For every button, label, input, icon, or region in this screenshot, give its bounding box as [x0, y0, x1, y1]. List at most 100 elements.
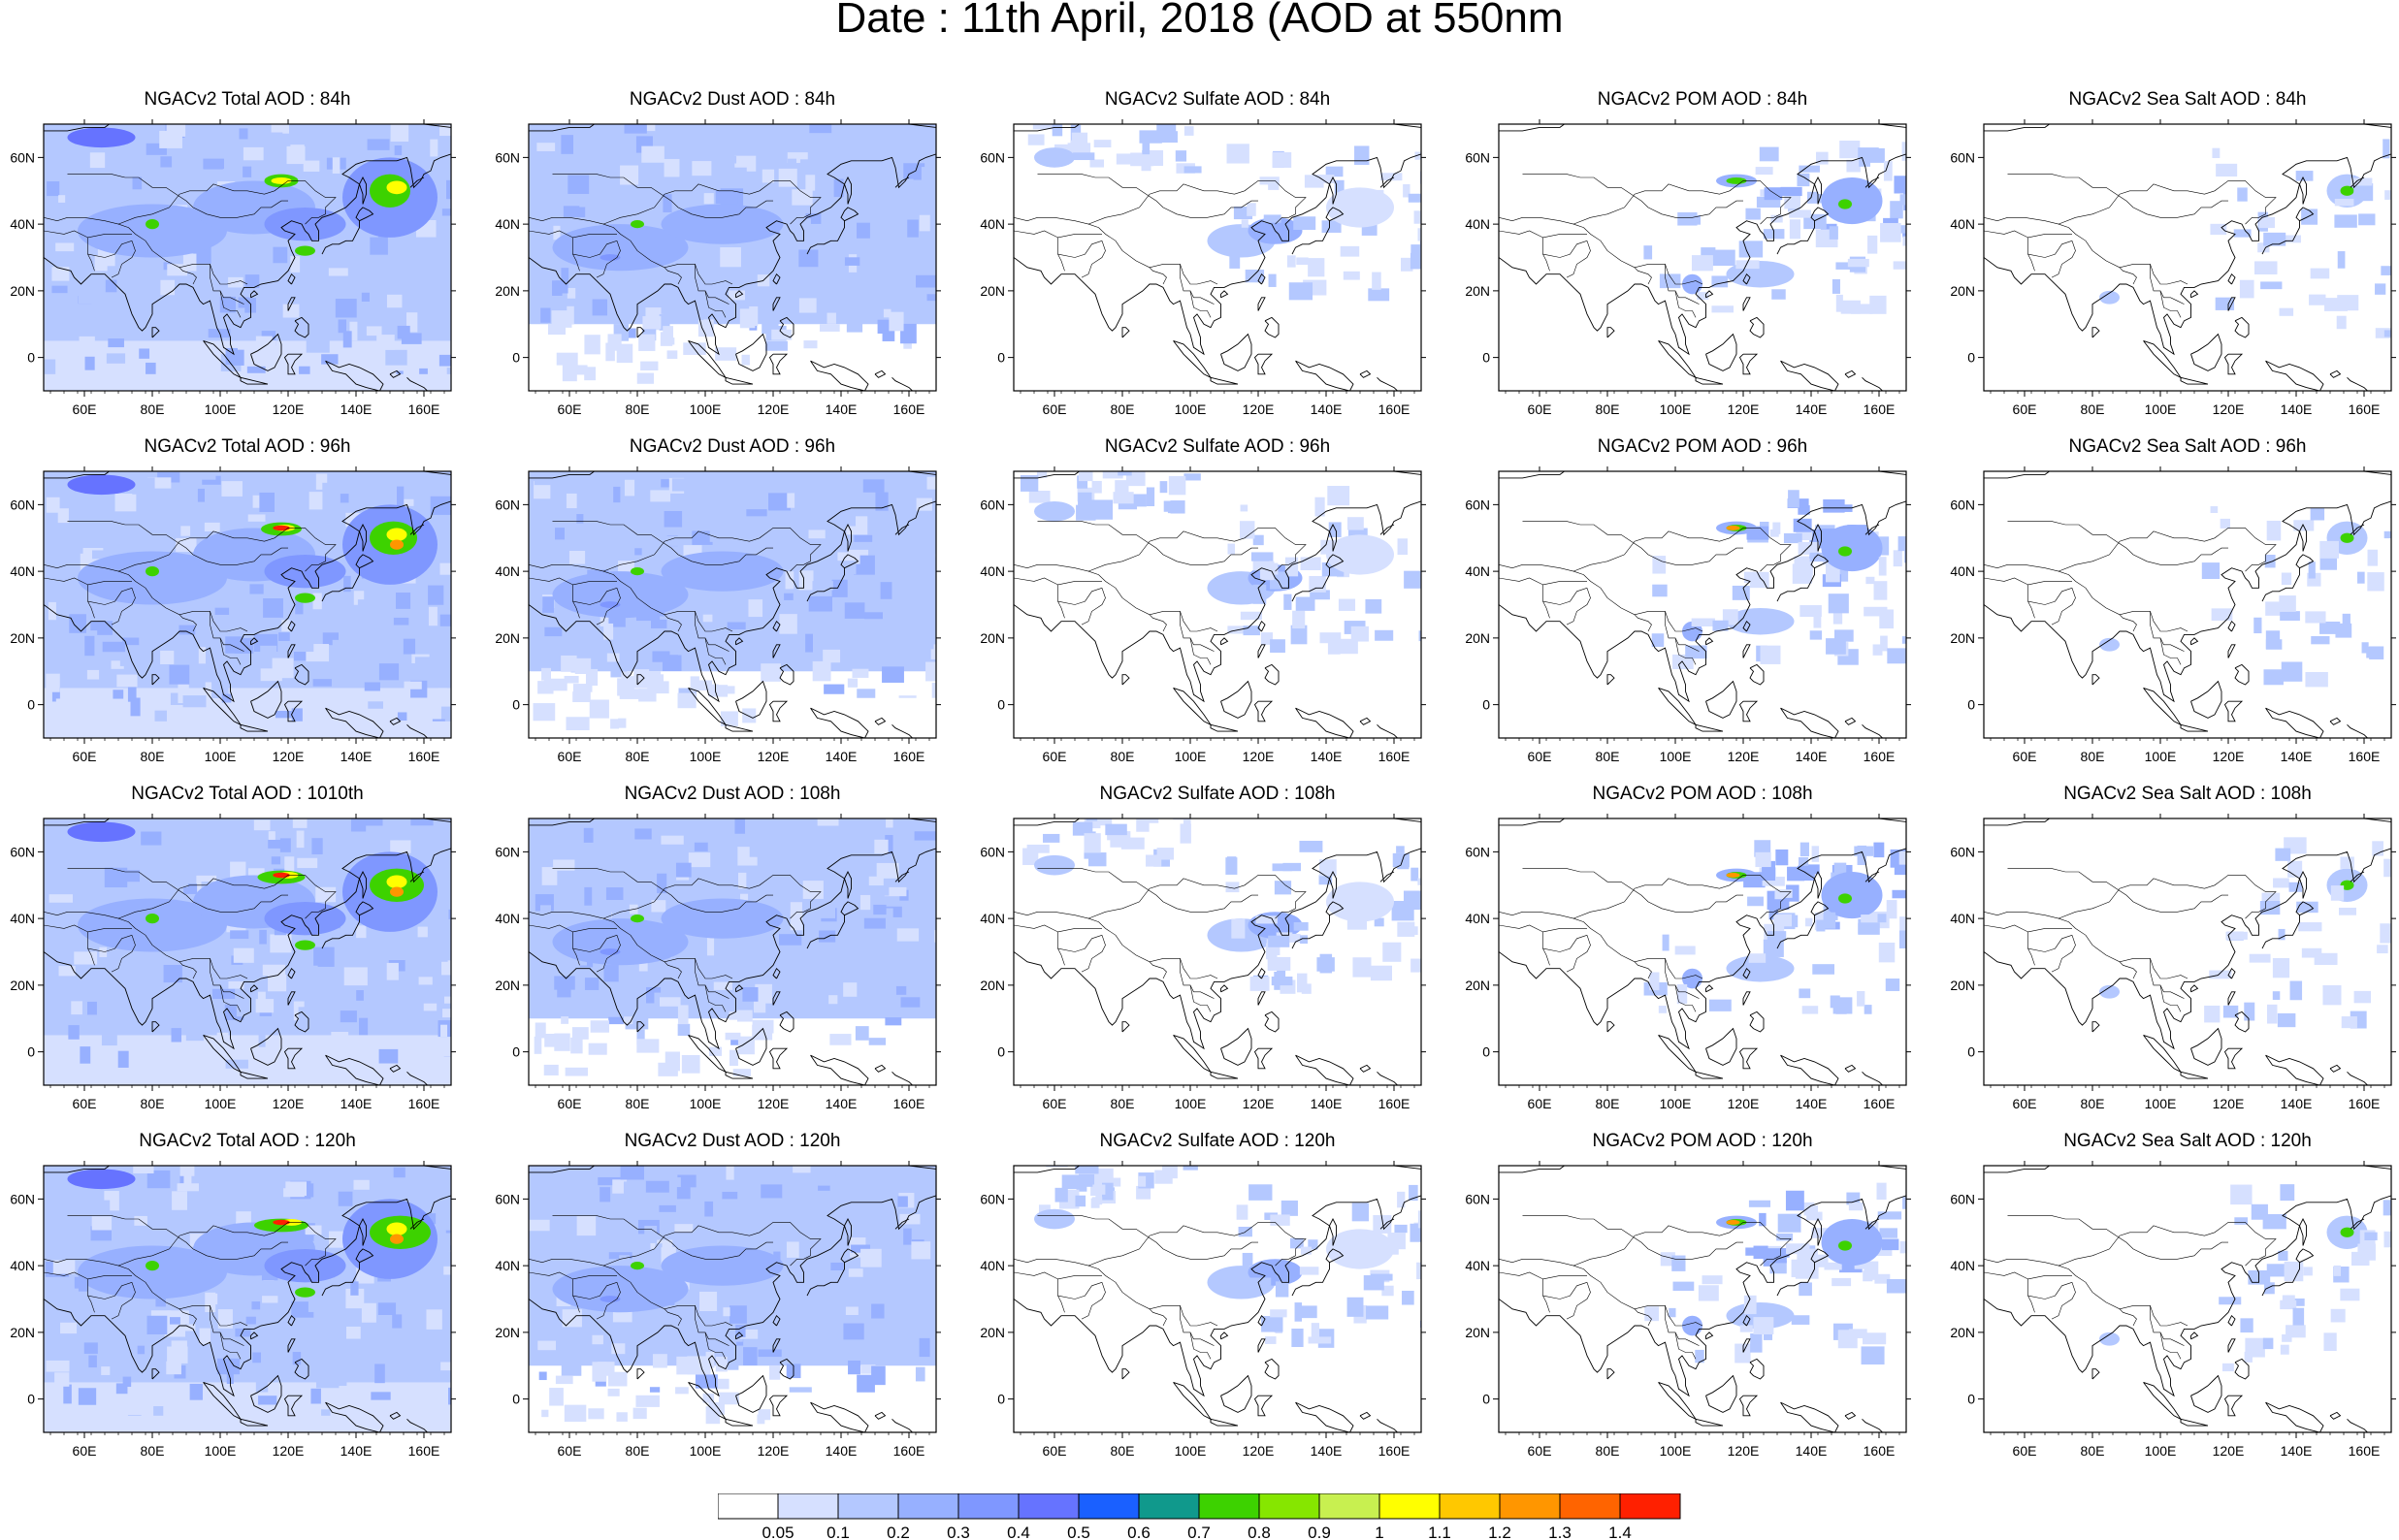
lon-tick-label: 80E [626, 1096, 650, 1111]
lon-tick-label: 100E [1175, 1096, 1207, 1111]
lat-tick-label: 0 [997, 350, 1005, 366]
lon-tick-label: 140E [1796, 1096, 1828, 1111]
lon-tick-label: 140E [340, 1443, 373, 1459]
map-panel-seasalt-1: 60E 80E 100E 120E 140E 160E 60N 40N 20N 0 [1950, 466, 2396, 764]
colorbar-box [957, 1493, 1020, 1520]
map-panel-dust-2: 60E 80E 100E 120E 140E 160E 60N 40N 20N 0 [495, 814, 941, 1111]
aod-field [1499, 124, 1906, 391]
lon-tick-label: 120E [273, 401, 305, 417]
map-frame [1498, 818, 1907, 1086]
lon-tick-label: 80E [2081, 401, 2105, 417]
lon-tick-label: 120E [2213, 749, 2245, 764]
lat-tick-label: 20N [980, 283, 1005, 299]
colorbar-box [1439, 1493, 1501, 1520]
coastlines [529, 471, 936, 738]
lon-tick-label: 60E [558, 401, 582, 417]
lon-tick-label: 120E [1728, 1096, 1760, 1111]
lat-tick-label: 60N [1950, 149, 1975, 165]
map-panel-total-1: 60E 80E 100E 120E 140E 160E 60N 40N 20N 0 [10, 466, 456, 764]
lat-tick-label: 40N [1465, 1258, 1490, 1273]
panel-title-sulfate-1: NGACv2 Sulfate AOD : 96h [1104, 436, 1331, 457]
lon-tick-label: 80E [2081, 1096, 2105, 1111]
lat-tick-label: 60N [495, 497, 520, 512]
lon-tick-label: 100E [690, 749, 722, 764]
map-panel-sulfate-3: 60E 80E 100E 120E 140E 160E 60N 40N 20N 0 [980, 1161, 1426, 1459]
lon-tick-label: 80E [1596, 749, 1620, 764]
map-frame [528, 470, 937, 739]
lat-tick-label: 0 [1482, 1392, 1490, 1407]
map-frame [1013, 123, 1422, 392]
panel-title-dust-0: NGACv2 Dust AOD : 84h [629, 89, 836, 110]
coastlines [44, 124, 451, 391]
lat-tick-label: 0 [512, 1392, 520, 1407]
panel-title-total-0: NGACv2 Total AOD : 84h [144, 89, 351, 110]
lat-tick-label: 60N [495, 1191, 520, 1206]
lat-tick-label: 20N [1465, 630, 1490, 646]
lon-tick-label: 80E [626, 749, 650, 764]
map-frame [1983, 123, 2392, 392]
lat-tick-label: 60N [495, 844, 520, 859]
map-frame [528, 1165, 937, 1433]
lon-tick-label: 120E [273, 1096, 305, 1111]
aod-field [44, 124, 451, 391]
coastlines [44, 1166, 451, 1432]
colorbar-label: 0.8 [1248, 1524, 1271, 1540]
lon-tick-label: 80E [141, 1443, 165, 1459]
aod-field [1984, 471, 2391, 738]
lon-tick-label: 120E [1728, 1443, 1760, 1459]
lon-tick-label: 100E [205, 401, 237, 417]
lon-tick-label: 80E [1596, 1096, 1620, 1111]
lon-tick-label: 160E [408, 749, 440, 764]
map-frame [528, 123, 937, 392]
aod-field [44, 1166, 451, 1432]
map-panel-pom-2: 60E 80E 100E 120E 140E 160E 60N 40N 20N 0 [1465, 814, 1911, 1111]
lon-tick-label: 100E [205, 1096, 237, 1111]
lon-tick-label: 80E [141, 1096, 165, 1111]
map-panel-total-0: 60E 80E 100E 120E 140E 160E 60N 40N 20N 0 [10, 119, 456, 417]
colorbar-label: 0.2 [887, 1524, 910, 1540]
map-frame [1013, 470, 1422, 739]
aod-field [1984, 1166, 2391, 1432]
lon-tick-label: 60E [2013, 1096, 2037, 1111]
lon-tick-label: 140E [1796, 749, 1828, 764]
lon-tick-label: 80E [1111, 1096, 1135, 1111]
aod-field [44, 818, 451, 1085]
lon-tick-label: 100E [1660, 1443, 1692, 1459]
panel-title-pom-0: NGACv2 POM AOD : 84h [1597, 89, 1808, 110]
lat-tick-label: 0 [27, 350, 35, 366]
coastlines [529, 124, 936, 391]
panel-title-seasalt-3: NGACv2 Sea Salt AOD : 120h [2063, 1131, 2312, 1151]
lon-tick-label: 60E [1528, 1443, 1552, 1459]
lon-tick-label: 120E [758, 1443, 790, 1459]
colorbar-label: 1 [1375, 1524, 1383, 1540]
lon-tick-label: 80E [1111, 401, 1135, 417]
lon-tick-label: 160E [408, 401, 440, 417]
colorbar-box [1198, 1493, 1260, 1520]
lat-tick-label: 0 [1967, 1044, 1975, 1060]
lat-tick-label: 0 [1967, 697, 1975, 713]
panel-title-seasalt-1: NGACv2 Sea Salt AOD : 96h [2068, 436, 2307, 457]
aod-field [1014, 471, 1421, 738]
lat-tick-label: 20N [980, 978, 1005, 993]
lon-tick-label: 140E [2281, 1443, 2313, 1459]
lon-tick-label: 60E [558, 1096, 582, 1111]
aod-field [529, 471, 936, 738]
map-panel-total-3: 60E 80E 100E 120E 140E 160E 60N 40N 20N 0 [10, 1161, 456, 1459]
aod-field [529, 1166, 936, 1432]
lat-tick-label: 40N [495, 563, 520, 579]
lon-tick-label: 80E [626, 401, 650, 417]
lat-tick-label: 40N [495, 216, 520, 232]
panel-title-sulfate-2: NGACv2 Sulfate AOD : 108h [1099, 784, 1336, 804]
lon-tick-label: 160E [1864, 1443, 1896, 1459]
map-panel-pom-1: 60E 80E 100E 120E 140E 160E 60N 40N 20N 0 [1465, 466, 1911, 764]
lon-tick-label: 100E [2145, 1443, 2177, 1459]
map-frame [43, 123, 452, 392]
lon-tick-label: 120E [2213, 1443, 2245, 1459]
lon-tick-label: 160E [2349, 1096, 2381, 1111]
map-frame [1013, 1165, 1422, 1433]
colorbar-box [718, 1493, 779, 1520]
lat-tick-label: 60N [1950, 497, 1975, 512]
panel-title-total-2: NGACv2 Total AOD : 1010th [131, 784, 364, 804]
lat-tick-label: 0 [512, 697, 520, 713]
lat-tick-label: 20N [980, 630, 1005, 646]
